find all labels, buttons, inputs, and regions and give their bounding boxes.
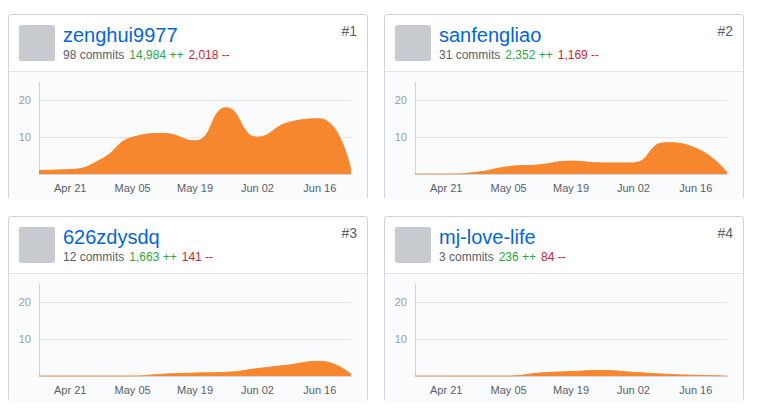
svg-text:Jun 02: Jun 02 xyxy=(617,182,650,194)
svg-text:Jun 02: Jun 02 xyxy=(617,384,650,396)
svg-text:May 19: May 19 xyxy=(553,182,589,194)
svg-text:10: 10 xyxy=(19,131,31,143)
svg-text:Jun 16: Jun 16 xyxy=(679,182,712,194)
html-text:#2: #2 xyxy=(717,23,733,39)
html-text:#1: #1 xyxy=(341,23,357,39)
svg-text:Apr 21: Apr 21 xyxy=(430,384,462,396)
svg-text:Jun 16: Jun 16 xyxy=(303,182,336,194)
svg-text:20: 20 xyxy=(19,296,31,308)
svg-text:May 05: May 05 xyxy=(115,384,151,396)
html-text:626zdysdq: 626zdysdq xyxy=(63,226,160,248)
svg-text:Apr 21: Apr 21 xyxy=(54,384,86,396)
html-text:98 commits 14,984 ++ 2,018 --: 98 commits 14,984 ++ 2,018 -- xyxy=(63,48,230,62)
svg-text:May 05: May 05 xyxy=(115,182,151,194)
html-text:#3: #3 xyxy=(341,225,357,241)
svg-text:10: 10 xyxy=(395,131,407,143)
svg-text:Apr 21: Apr 21 xyxy=(54,182,86,194)
html-text:mj-love-life: mj-love-life xyxy=(439,226,536,248)
svg-text:10: 10 xyxy=(395,333,407,345)
svg-text:May 19: May 19 xyxy=(177,384,213,396)
svg-text:10: 10 xyxy=(19,333,31,345)
html-text:31 commits 2,352 ++ 1,169 --: 31 commits 2,352 ++ 1,169 -- xyxy=(439,48,600,62)
svg-text:20: 20 xyxy=(395,296,407,308)
svg-text:Apr 21: Apr 21 xyxy=(430,182,462,194)
svg-text:Jun 16: Jun 16 xyxy=(679,384,712,396)
html-text:sanfengliao: sanfengliao xyxy=(439,24,542,46)
svg-text:May 05: May 05 xyxy=(491,384,527,396)
svg-text:Jun 02: Jun 02 xyxy=(241,182,274,194)
html-text:zenghui9977: zenghui9977 xyxy=(63,24,178,46)
svg-text:May 05: May 05 xyxy=(491,182,527,194)
svg-text:Jun 02: Jun 02 xyxy=(241,384,274,396)
svg-text:May 19: May 19 xyxy=(177,182,213,194)
svg-text:20: 20 xyxy=(395,94,407,106)
svg-text:May 19: May 19 xyxy=(553,384,589,396)
svg-text:Jun 16: Jun 16 xyxy=(303,384,336,396)
html-text:12 commits 1,663 ++ 141 --: 12 commits 1,663 ++ 141 -- xyxy=(63,250,214,264)
html-text:3 commits 236 ++ 84 --: 3 commits 236 ++ 84 -- xyxy=(439,250,566,264)
svg-text:20: 20 xyxy=(19,94,31,106)
html-text:#4: #4 xyxy=(717,225,733,241)
